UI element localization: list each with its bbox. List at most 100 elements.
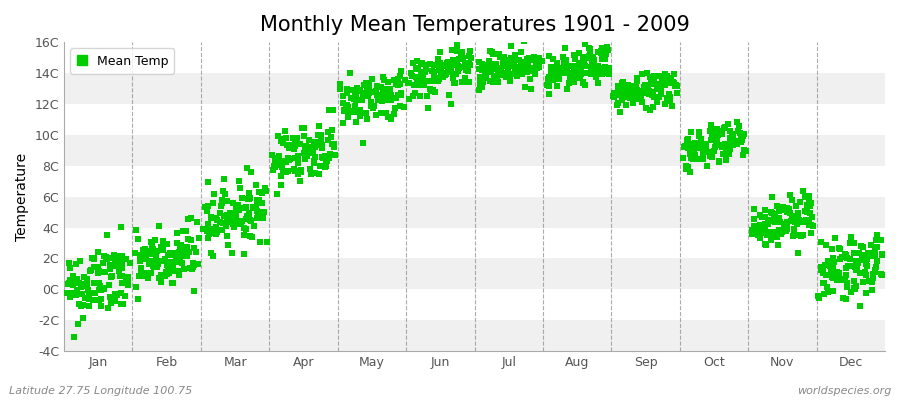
Point — [257, 184, 272, 191]
Point — [235, 195, 249, 201]
Point — [155, 258, 169, 264]
Point — [610, 84, 625, 91]
Point — [225, 200, 239, 206]
Point — [154, 278, 168, 285]
Point — [828, 235, 842, 241]
Point — [650, 99, 664, 105]
Point — [875, 250, 889, 257]
Point — [622, 94, 636, 101]
Point — [868, 268, 882, 275]
Point — [485, 79, 500, 85]
Point — [300, 146, 314, 153]
Point — [542, 74, 556, 80]
Point — [251, 210, 266, 217]
Point — [410, 81, 425, 88]
Point — [595, 44, 609, 51]
Point — [670, 90, 685, 96]
Point — [367, 103, 382, 109]
Point — [463, 61, 477, 67]
Point — [404, 70, 419, 76]
Point — [320, 129, 335, 136]
Point — [490, 77, 504, 83]
Point — [345, 87, 359, 93]
Point — [712, 158, 726, 164]
Point — [524, 86, 538, 92]
Point — [553, 66, 567, 73]
Point — [704, 148, 718, 155]
Point — [394, 92, 409, 98]
Point — [610, 100, 625, 106]
Point — [651, 81, 665, 87]
Point — [380, 90, 394, 96]
Point — [72, 280, 86, 286]
Point — [434, 68, 448, 75]
Point — [793, 199, 807, 205]
Point — [294, 125, 309, 131]
Point — [452, 56, 466, 62]
Point — [381, 87, 395, 93]
Point — [582, 50, 597, 57]
Point — [169, 258, 184, 264]
Point — [318, 164, 332, 170]
Point — [92, 296, 106, 303]
Point — [529, 61, 544, 68]
Point — [752, 225, 766, 231]
Point — [152, 275, 166, 282]
Point — [530, 64, 544, 71]
Point — [752, 222, 767, 228]
Point — [308, 139, 322, 146]
Point — [749, 225, 763, 232]
Point — [111, 253, 125, 259]
Point — [856, 244, 870, 250]
Point — [237, 224, 251, 231]
Point — [732, 139, 746, 146]
Point — [115, 259, 130, 266]
Point — [133, 252, 148, 259]
Point — [747, 206, 761, 212]
Point — [798, 194, 813, 200]
Point — [107, 252, 122, 259]
Point — [563, 73, 578, 80]
Point — [322, 107, 337, 113]
Y-axis label: Temperature: Temperature — [15, 152, 29, 241]
Point — [697, 144, 711, 150]
Point — [462, 52, 476, 59]
Point — [173, 256, 187, 262]
Point — [631, 88, 645, 95]
Point — [62, 264, 77, 271]
Point — [275, 164, 290, 170]
Point — [229, 204, 243, 211]
Point — [758, 223, 772, 230]
Point — [244, 169, 258, 176]
Point — [766, 217, 780, 223]
Point — [485, 51, 500, 57]
Point — [524, 66, 538, 73]
Point — [180, 244, 194, 250]
Point — [298, 146, 312, 152]
Point — [583, 69, 598, 75]
Point — [383, 116, 398, 122]
Point — [130, 236, 145, 242]
Point — [338, 104, 353, 110]
Point — [275, 158, 290, 164]
Point — [96, 260, 111, 266]
Point — [95, 269, 110, 275]
Point — [686, 156, 700, 162]
Point — [504, 55, 518, 62]
Point — [102, 305, 116, 311]
Point — [522, 55, 536, 62]
Point — [316, 155, 330, 161]
Point — [705, 154, 719, 160]
Point — [185, 266, 200, 272]
Point — [734, 139, 748, 146]
Point — [427, 72, 441, 78]
Point — [427, 69, 441, 76]
Point — [165, 279, 179, 286]
Point — [858, 269, 872, 275]
Point — [487, 73, 501, 79]
Point — [704, 137, 718, 143]
Point — [786, 233, 800, 239]
Point — [525, 56, 539, 63]
Point — [232, 178, 247, 184]
Point — [242, 190, 256, 196]
